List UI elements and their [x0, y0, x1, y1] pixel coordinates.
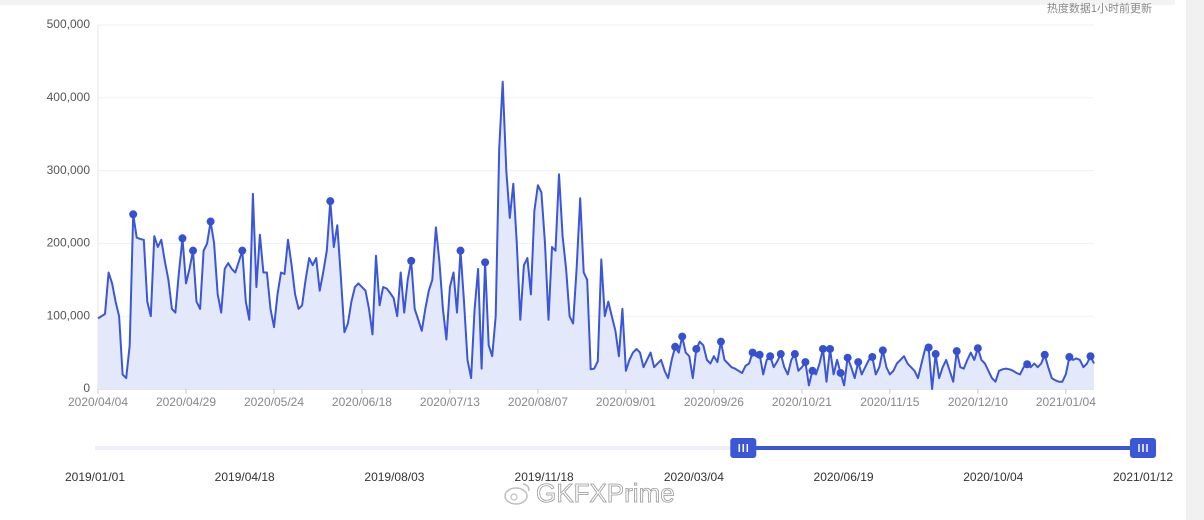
- marker: [790, 350, 799, 359]
- slider-handle[interactable]: [730, 438, 757, 458]
- x-tick-label: 2020/05/24: [244, 395, 304, 409]
- marker: [854, 358, 863, 367]
- y-tick-label: 100,000: [47, 308, 91, 322]
- marker: [748, 348, 757, 357]
- marker: [755, 350, 764, 359]
- slider-label: 2019/01/01: [65, 470, 125, 484]
- marker: [843, 353, 852, 362]
- x-tick-label: 2020/09/26: [684, 395, 744, 409]
- slider-label: 2019/08/03: [364, 470, 424, 484]
- marker: [678, 332, 687, 341]
- slider-handle[interactable]: [1130, 438, 1156, 458]
- marker: [836, 368, 845, 377]
- scrollbar: [1186, 0, 1204, 520]
- marker: [931, 350, 940, 359]
- y-tick-label: 400,000: [47, 90, 91, 104]
- y-tick-label: 200,000: [47, 236, 91, 250]
- marker: [808, 366, 817, 375]
- marker: [189, 246, 198, 255]
- marker: [868, 352, 877, 361]
- marker: [766, 352, 775, 361]
- marker: [878, 346, 887, 355]
- marker: [692, 344, 701, 353]
- x-tick-label: 2020/11/15: [860, 395, 919, 409]
- marker: [952, 347, 961, 356]
- marker: [776, 350, 785, 359]
- watermark: GKFXPrime: [536, 478, 675, 508]
- top-band: [0, 0, 1175, 5]
- marker: [481, 258, 490, 267]
- marker: [1065, 352, 1074, 361]
- area: [98, 81, 1094, 390]
- x-tick-label: 2020/10/21: [772, 395, 832, 409]
- slider-label: 2019/11/18: [515, 470, 574, 484]
- slider-label: 2020/10/04: [963, 470, 1023, 484]
- marker: [238, 246, 247, 255]
- x-tick-label: 2020/06/18: [332, 395, 392, 409]
- watermark-icon: [504, 483, 530, 505]
- x-tick-label: 2020/12/10: [948, 395, 1008, 409]
- marker: [973, 344, 982, 353]
- x-tick-label: 2020/07/13: [420, 395, 480, 409]
- marker: [178, 234, 187, 243]
- y-tick-label: 300,000: [47, 163, 91, 177]
- slider-label: 2021/01/12: [1113, 470, 1173, 484]
- marker: [801, 358, 810, 367]
- marker: [1023, 360, 1032, 369]
- marker: [407, 256, 416, 265]
- marker: [1086, 352, 1095, 361]
- slider-label: 2019/04/18: [215, 470, 275, 484]
- update-note: 热度数据1小时前更新: [1047, 1, 1152, 15]
- y-tick-label: 500,000: [47, 17, 91, 31]
- x-tick-label: 2020/08/07: [508, 395, 568, 409]
- marker: [206, 217, 215, 226]
- y-tick-label: 0: [83, 381, 90, 395]
- x-tick-label: 2020/09/01: [596, 395, 656, 409]
- marker: [129, 210, 138, 219]
- marker: [671, 342, 680, 351]
- marker: [326, 197, 335, 206]
- marker: [1040, 350, 1049, 359]
- marker: [716, 337, 725, 346]
- slider-label: 2020/03/04: [664, 470, 724, 484]
- marker: [819, 344, 828, 353]
- marker: [826, 344, 835, 353]
- marker: [456, 246, 465, 255]
- x-tick-label: 2020/04/29: [156, 395, 216, 409]
- x-tick-label: 2020/04/04: [68, 395, 128, 409]
- marker: [924, 343, 933, 352]
- x-tick-label: 2021/01/04: [1036, 395, 1096, 409]
- slider-label: 2020/06/19: [814, 470, 874, 484]
